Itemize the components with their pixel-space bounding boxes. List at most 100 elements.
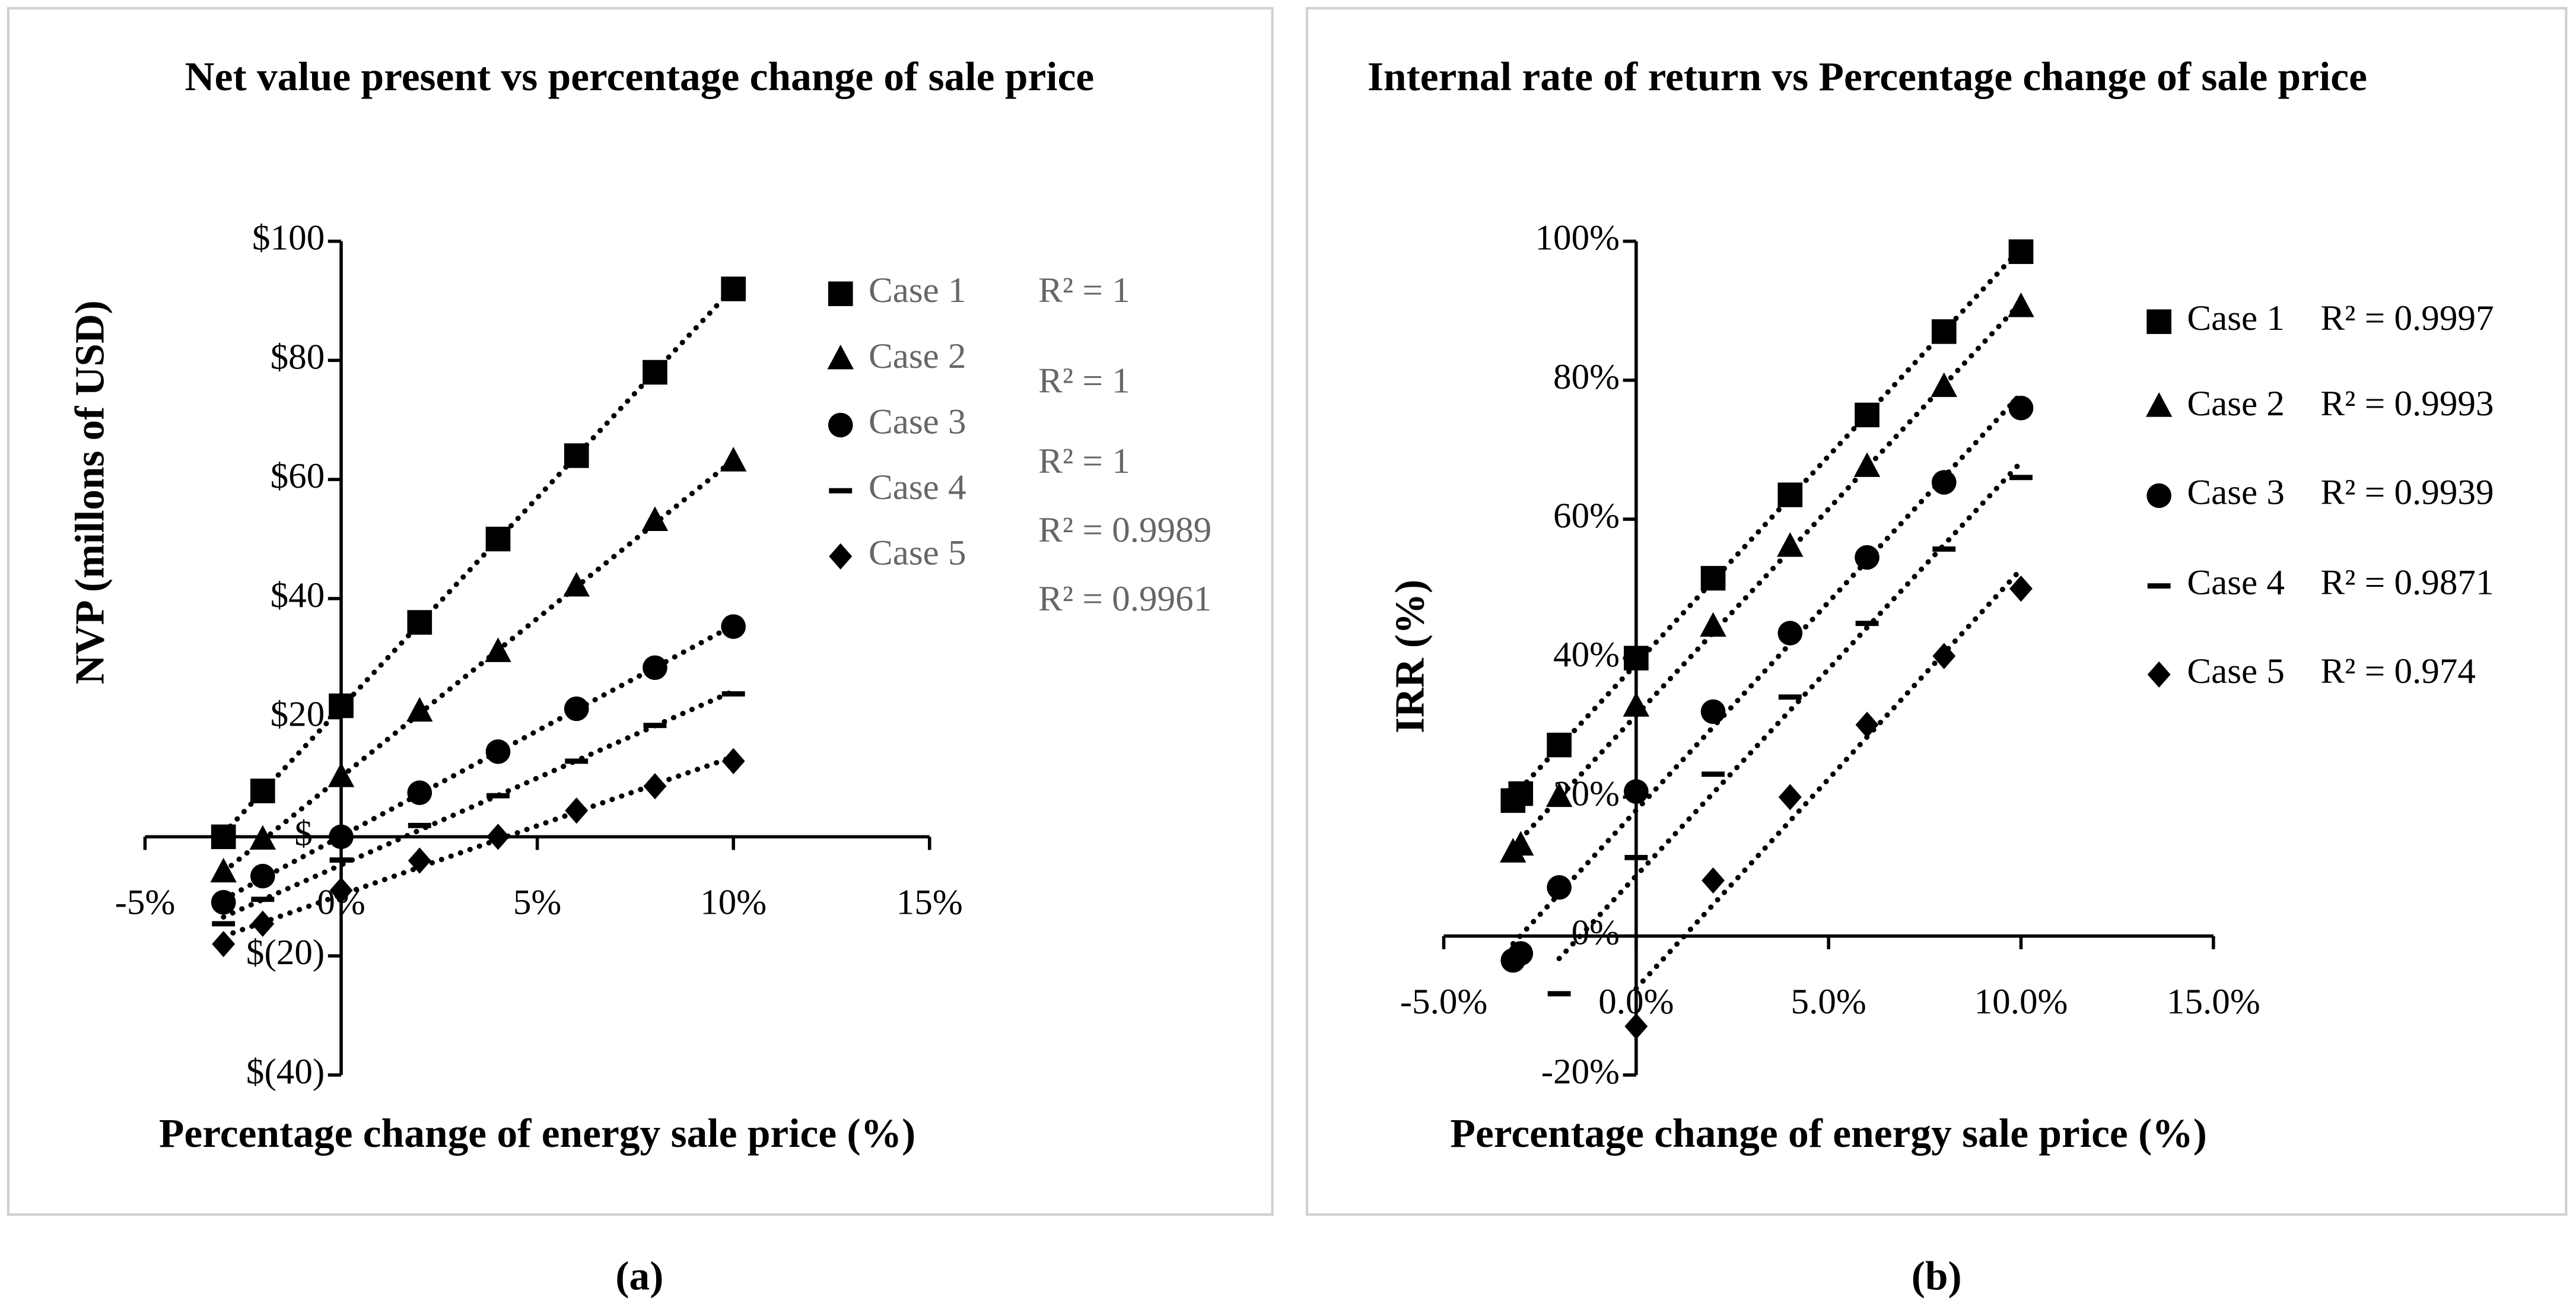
- r-squared-label: R² = 1: [1038, 361, 1130, 400]
- data-point: [641, 506, 669, 532]
- legend-label: Case 1: [2187, 298, 2285, 338]
- data-point: [1508, 831, 1534, 856]
- legend-label: Case 5: [2187, 651, 2285, 691]
- x-tick-label: 10%: [700, 883, 767, 923]
- data-point: [1931, 319, 1957, 344]
- title-box: Net value present vs percentage change o…: [185, 56, 1095, 100]
- data-point: [407, 610, 432, 635]
- data-point: [2009, 475, 2033, 481]
- r-squared-label: R² = 0.9939: [2320, 472, 2494, 512]
- title-box: Internal rate of return vs Percentage ch…: [1367, 56, 2367, 100]
- legend-label: Case 2: [2187, 384, 2285, 424]
- y-tick-label: $80: [271, 337, 325, 377]
- data-point: [250, 863, 275, 889]
- legend-marker: [2147, 661, 2171, 688]
- x-tick-label: 5.0%: [1791, 982, 1866, 1022]
- y-tick-label: $(40): [246, 1052, 325, 1092]
- legend-marker: [2146, 483, 2172, 508]
- data-point: [211, 824, 236, 850]
- r-squared-label: R² = 0.9871: [2320, 563, 2494, 603]
- data-point: [485, 739, 511, 764]
- data-point: [721, 614, 746, 639]
- r-squared-label: R² = 0.9993: [2320, 384, 2494, 424]
- data-point: [565, 797, 589, 824]
- data-point: [250, 778, 275, 803]
- panel-frame: [1305, 7, 2568, 1216]
- data-point: [643, 772, 667, 800]
- y-axis-title: NVP (millons of USD): [66, 300, 112, 684]
- data-point: [2008, 395, 2034, 421]
- data-point: [327, 762, 355, 787]
- data-point: [1624, 854, 1648, 860]
- data-point: [486, 793, 510, 799]
- legend-marker: [829, 543, 853, 570]
- data-point: [643, 655, 667, 681]
- y-axis-title: IRR (%): [1386, 580, 1432, 733]
- y-tick-label: $40: [271, 576, 325, 615]
- data-point: [563, 571, 590, 597]
- legend-label: Case 1: [869, 271, 966, 310]
- r-squared-label: R² = 0.974: [2320, 651, 2476, 691]
- data-point: [2008, 239, 2034, 264]
- trendline: [1556, 459, 2024, 962]
- data-point: [643, 360, 667, 385]
- data-point: [565, 758, 589, 764]
- legend-label: Case 4: [2187, 563, 2285, 603]
- y-tick-label: 80%: [1553, 357, 1620, 397]
- x-tick-label: 10.0%: [1974, 982, 2068, 1022]
- y-tick-label: 100%: [1535, 218, 1620, 258]
- data-point: [720, 447, 747, 472]
- legend-marker: [2145, 392, 2173, 417]
- data-point: [486, 824, 510, 850]
- x-tick-label: 15%: [896, 883, 963, 923]
- data-point: [329, 824, 354, 850]
- y-tick-label: 60%: [1553, 496, 1620, 536]
- data-point: [1700, 565, 1726, 591]
- data-point: [1778, 784, 1802, 810]
- r-squared-label: R² = 1: [1038, 271, 1130, 310]
- legend-label: Case 2: [869, 336, 966, 376]
- data-point: [1547, 875, 1572, 900]
- x-tick-label: -5.0%: [1400, 982, 1488, 1022]
- data-point: [1855, 621, 1879, 627]
- data-point: [1547, 732, 1572, 758]
- data-point: [1931, 470, 1957, 495]
- data-point: [249, 825, 276, 850]
- data-point: [643, 723, 667, 729]
- data-point: [1853, 452, 1881, 477]
- x-tick-label: 5%: [513, 883, 561, 923]
- y-tick-label: $(20): [246, 933, 325, 972]
- y-tick-label: $100: [252, 218, 325, 258]
- legend-label: Case 5: [869, 533, 966, 573]
- r-squared-label: R² = 1: [1038, 441, 1130, 481]
- data-point: [1624, 1013, 1648, 1040]
- data-point: [251, 896, 275, 902]
- data-point: [1778, 694, 1802, 700]
- chart-title: Net value present vs percentage change o…: [185, 56, 1095, 100]
- r-squared-label: R² = 0.9989: [1038, 510, 1211, 550]
- data-point: [1508, 781, 1534, 806]
- y-tick-label: -20%: [1541, 1052, 1620, 1092]
- data-point: [329, 857, 353, 863]
- x-tick-label: -5%: [115, 883, 176, 923]
- data-point: [211, 890, 236, 915]
- data-point: [485, 526, 511, 552]
- data-point: [407, 780, 432, 805]
- legend-marker: [828, 281, 853, 306]
- r-squared-label: R² = 0.9961: [1038, 579, 1211, 619]
- data-point: [721, 748, 745, 775]
- data-point: [2008, 292, 2034, 317]
- trendline: [221, 457, 736, 875]
- data-point: [1855, 711, 1879, 738]
- y-tick-label: 40%: [1553, 635, 1620, 675]
- y-tick-label: 0%: [1572, 913, 1620, 953]
- data-point: [212, 921, 236, 927]
- legend-marker: [828, 412, 853, 438]
- data-point: [1508, 941, 1534, 966]
- data-point: [1624, 779, 1649, 804]
- data-point: [1932, 546, 1956, 552]
- data-point: [1545, 782, 1573, 807]
- data-point: [1623, 692, 1650, 717]
